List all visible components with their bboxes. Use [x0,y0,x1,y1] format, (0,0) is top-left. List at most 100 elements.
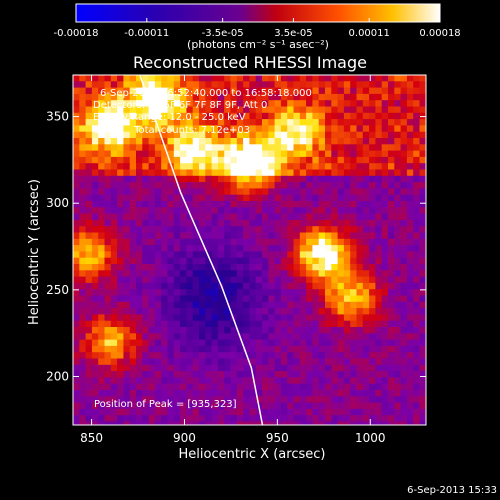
heatmap-cell [123,377,131,385]
heatmap-cell [406,295,414,303]
heatmap-cell [129,358,137,366]
heatmap-cell [79,87,87,95]
heatmap-cell [104,194,112,202]
heatmap-cell [388,415,395,422]
heatmap-cell [186,106,194,114]
heatmap-cell [192,194,200,202]
heatmap-cell [343,156,351,164]
heatmap-cell [413,182,420,189]
heatmap-cell [117,320,124,328]
heatmap-cell [236,219,244,227]
heatmap-cell [262,144,269,152]
annotation-peak: Position of Peak = [935,323] [94,399,237,410]
heatmap-cell [394,131,402,139]
heatmap-cell [73,371,80,378]
heatmap-cell [312,408,320,416]
heatmap-cell [243,257,250,265]
heatmap-cell [375,150,383,158]
heatmap-cell [362,100,370,107]
heatmap-cell [406,213,414,221]
heatmap-cell [85,282,93,290]
heatmap-cell [369,276,376,284]
heatmap-cell [255,415,263,422]
heatmap-cell [211,125,219,133]
heatmap-cell [287,314,294,322]
heatmap-cell [73,333,80,341]
heatmap-cell [388,371,395,378]
heatmap-cell [142,106,150,114]
heatmap-cell [419,219,426,227]
heatmap-cell [230,327,238,334]
heatmap-cell [79,358,87,366]
heatmap-cell [306,383,313,391]
heatmap-cell [306,270,313,278]
heatmap-cell [161,81,168,89]
heatmap-cell [343,93,351,101]
heatmap-cell [236,75,244,82]
heatmap-cell [142,421,150,425]
heatmap-cell [180,415,187,422]
heatmap-cell [243,276,250,284]
heatmap-cell [419,282,426,290]
heatmap-cell [375,282,383,290]
heatmap-cell [274,201,282,208]
heatmap-cell [129,383,137,391]
heatmap-cell [343,245,351,252]
heatmap-cell [375,264,383,271]
heatmap-cell [104,276,112,284]
heatmap-cell [268,264,276,271]
heatmap-cell [91,144,99,152]
heatmap-cell [167,345,175,353]
heatmap-cell [186,308,194,315]
heatmap-cell [381,245,389,252]
heatmap-cell [224,207,231,215]
heatmap-cell [350,308,357,315]
heatmap-cell [425,358,426,366]
heatmap-cell [369,339,376,347]
heatmap-cell [262,276,269,284]
heatmap-cell [413,81,420,89]
heatmap-cell [299,308,307,315]
heatmap-cell [211,264,219,271]
heatmap-cell [337,238,345,246]
heatmap-cell [142,169,150,177]
heatmap-cell [192,232,200,240]
heatmap-cell [73,232,80,240]
heatmap-cell [413,194,420,202]
heatmap-cell [129,213,137,221]
heatmap-cell [356,345,364,353]
heatmap-cell [98,93,105,101]
heatmap-cell [381,238,389,246]
heatmap-cell [299,156,307,164]
heatmap-cell [180,232,187,240]
heatmap-cell [381,352,389,359]
heatmap-cell [110,87,118,95]
heatmap-cell [243,93,250,101]
heatmap-cell [79,264,87,271]
heatmap-cell [186,175,194,183]
heatmap-cell [369,150,376,158]
heatmap-cell [280,345,288,353]
heatmap-cell [425,207,426,215]
heatmap-cell [255,308,263,315]
heatmap-cell [318,188,326,196]
heatmap-cell [136,257,143,265]
heatmap-cell [199,308,206,315]
heatmap-cell [375,81,383,89]
heatmap-cell [123,308,131,315]
heatmap-cell [167,100,175,107]
heatmap-cell [98,320,105,328]
heatmap-cell [161,251,168,259]
heatmap-cell [280,333,288,341]
heatmap-cell [161,201,168,208]
heatmap-cell [362,226,370,233]
heatmap-cell [142,213,150,221]
heatmap-cell [350,169,357,177]
heatmap-cell [79,156,87,164]
heatmap-cell [274,131,282,139]
heatmap-cell [79,301,87,309]
heatmap-cell [400,345,408,353]
heatmap-cell [98,295,105,303]
heatmap-cell [167,390,175,397]
heatmap-cell [400,408,408,416]
